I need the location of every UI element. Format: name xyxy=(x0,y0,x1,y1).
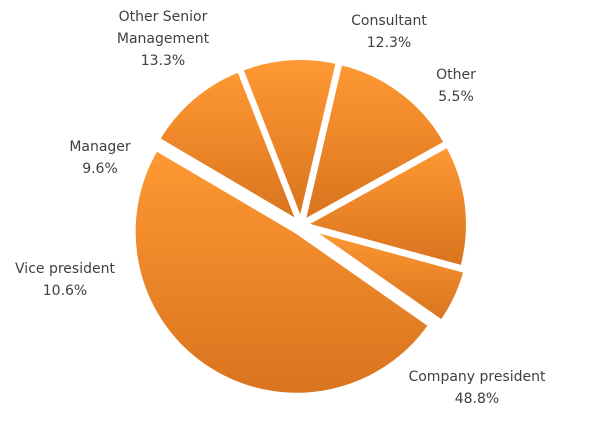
pie-slice-vice-president xyxy=(155,68,301,224)
slice-value-consultant: 12.3% xyxy=(367,35,411,51)
slice-value-other: 5.5% xyxy=(438,89,474,105)
slice-label-manager: Manager xyxy=(69,139,131,155)
pie-slices xyxy=(131,56,470,397)
slice-label-other-senior-management: Other Senior xyxy=(119,9,208,25)
slice-value-other-senior-management: 13.3% xyxy=(141,53,185,69)
pie-slice-company-president xyxy=(131,146,433,397)
slice-label-consultant: Consultant xyxy=(351,13,427,29)
pie-slice-other xyxy=(306,226,468,324)
slice-value-manager: 9.6% xyxy=(82,161,118,177)
slice-label-vice-president: Vice president xyxy=(15,261,115,277)
pie-slice-manager xyxy=(239,56,340,224)
slice-label-company-president: Company president xyxy=(408,369,546,385)
slice-value-vice-president: 10.6% xyxy=(43,283,87,299)
slice-labels: Company president 48.8% Vice president 10.6… xyxy=(15,9,546,407)
pie-slice-other-senior-management xyxy=(301,61,448,224)
pie-slice-consultant xyxy=(302,143,470,270)
slice-value-company-president: 48.8% xyxy=(455,391,499,407)
slice-label-other-senior-management: Management xyxy=(117,31,210,47)
slice-label-other: Other xyxy=(436,67,476,83)
